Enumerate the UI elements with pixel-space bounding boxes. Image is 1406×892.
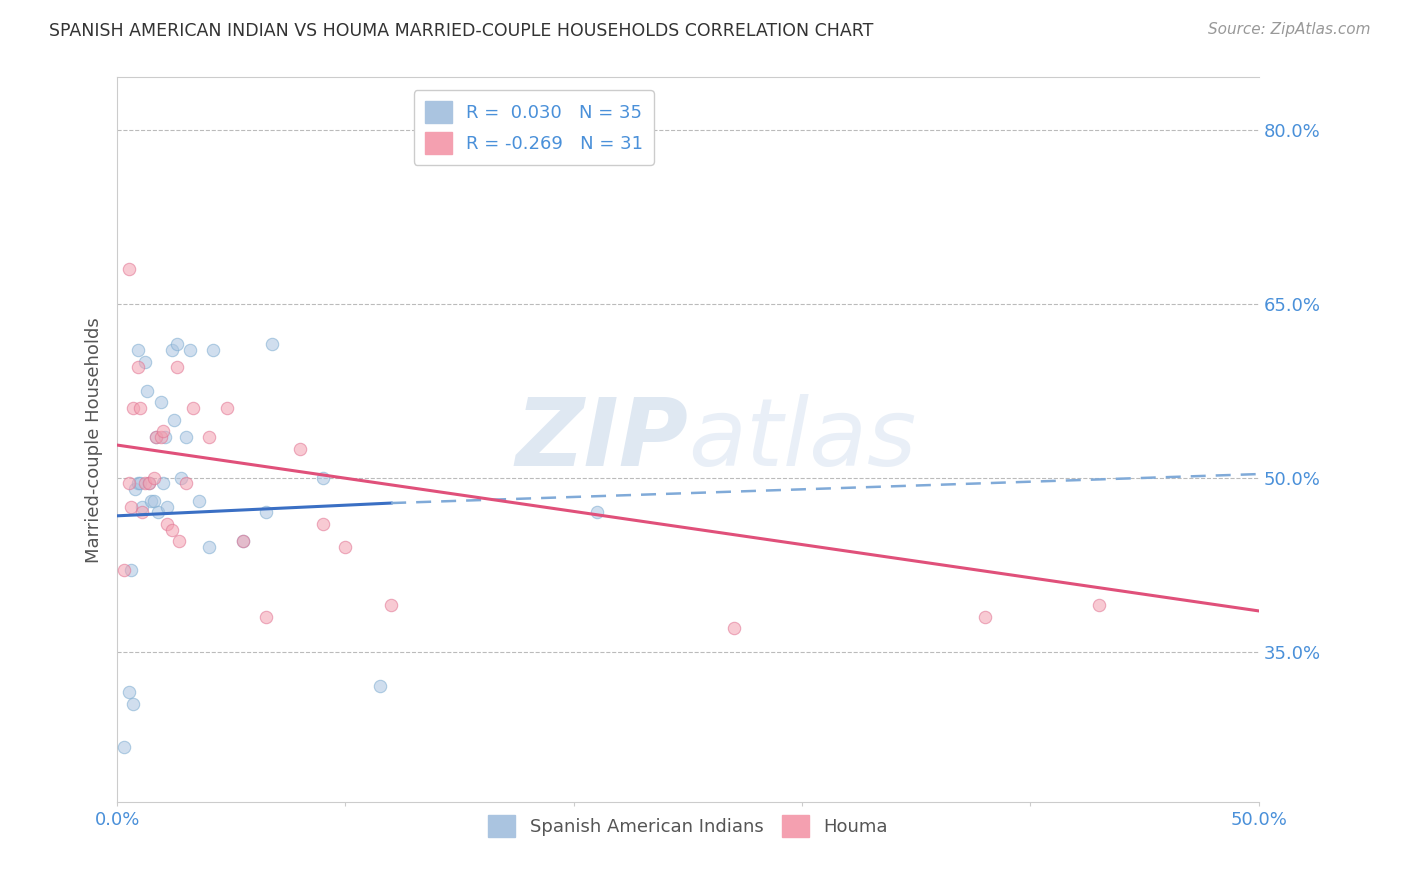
- Point: [174, 476, 197, 491]
- Point: [288, 442, 311, 456]
- Point: [138, 476, 160, 491]
- Point: [262, 337, 284, 351]
- Point: [112, 739, 135, 754]
- Point: [170, 470, 193, 484]
- Point: [120, 500, 142, 514]
- Point: [138, 476, 160, 491]
- Point: [311, 470, 333, 484]
- Point: [135, 384, 157, 398]
- Text: SPANISH AMERICAN INDIAN VS HOUMA MARRIED-COUPLE HOUSEHOLDS CORRELATION CHART: SPANISH AMERICAN INDIAN VS HOUMA MARRIED…: [49, 22, 873, 40]
- Point: [129, 401, 152, 415]
- Point: [134, 354, 156, 368]
- Point: [254, 609, 277, 624]
- Point: [160, 523, 183, 537]
- Point: [163, 412, 186, 426]
- Point: [141, 493, 163, 508]
- Point: [122, 697, 145, 711]
- Point: [179, 343, 201, 357]
- Point: [145, 430, 167, 444]
- Point: [142, 493, 165, 508]
- Text: ZIP: ZIP: [515, 394, 688, 486]
- Y-axis label: Married-couple Households: Married-couple Households: [86, 317, 103, 563]
- Point: [215, 401, 238, 415]
- Point: [1088, 598, 1111, 612]
- Point: [167, 534, 190, 549]
- Point: [335, 540, 357, 554]
- Point: [311, 516, 333, 531]
- Point: [973, 609, 995, 624]
- Legend: Spanish American Indians, Houma: Spanish American Indians, Houma: [481, 807, 894, 844]
- Point: [122, 401, 145, 415]
- Point: [120, 563, 142, 577]
- Point: [117, 476, 139, 491]
- Point: [368, 679, 391, 693]
- Point: [152, 424, 174, 438]
- Point: [142, 470, 165, 484]
- Point: [131, 505, 153, 519]
- Point: [149, 395, 172, 409]
- Text: Source: ZipAtlas.com: Source: ZipAtlas.com: [1208, 22, 1371, 37]
- Point: [232, 534, 254, 549]
- Point: [127, 360, 149, 375]
- Point: [131, 500, 153, 514]
- Point: [117, 685, 139, 699]
- Point: [181, 401, 204, 415]
- Point: [153, 430, 176, 444]
- Point: [117, 261, 139, 276]
- Point: [723, 621, 745, 635]
- Point: [145, 430, 167, 444]
- Point: [166, 337, 188, 351]
- Point: [160, 343, 183, 357]
- Point: [148, 505, 170, 519]
- Text: atlas: atlas: [688, 394, 917, 485]
- Point: [124, 482, 146, 496]
- Point: [127, 476, 149, 491]
- Point: [127, 343, 149, 357]
- Point: [197, 430, 219, 444]
- Point: [152, 476, 174, 491]
- Point: [166, 360, 188, 375]
- Point: [129, 476, 152, 491]
- Point: [254, 505, 277, 519]
- Point: [197, 540, 219, 554]
- Point: [112, 563, 135, 577]
- Point: [188, 493, 211, 508]
- Point: [156, 516, 179, 531]
- Point: [202, 343, 225, 357]
- Point: [585, 505, 607, 519]
- Point: [232, 534, 254, 549]
- Point: [156, 500, 179, 514]
- Point: [174, 430, 197, 444]
- Point: [380, 598, 402, 612]
- Point: [134, 476, 156, 491]
- Point: [149, 430, 172, 444]
